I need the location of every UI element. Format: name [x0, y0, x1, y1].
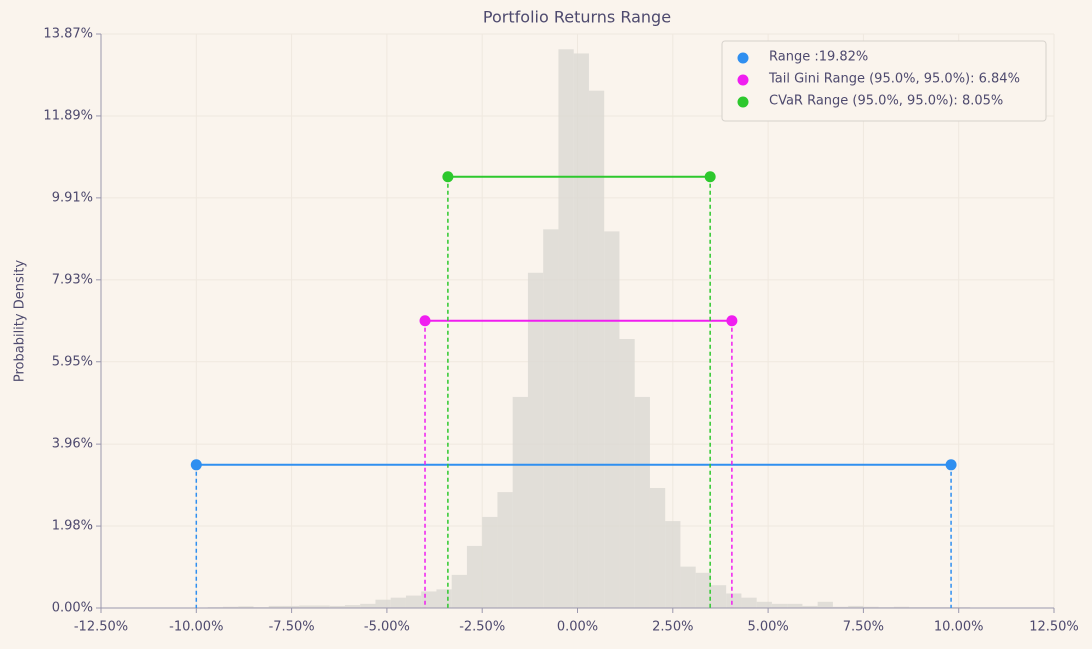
histogram-bar [848, 605, 864, 608]
range-point [190, 459, 202, 471]
histogram-bar [512, 396, 528, 608]
legend-label: Range :19.82% [769, 50, 868, 65]
histogram-bar [802, 605, 818, 608]
histogram-bar [482, 516, 498, 608]
histogram-bar [573, 53, 589, 608]
legend-box [721, 40, 1047, 122]
histogram-bar [222, 606, 239, 608]
histogram-bar [695, 572, 711, 608]
histogram-bar [543, 229, 559, 609]
histogram-bar [634, 396, 650, 608]
x-tick-label: 5.00% [747, 620, 788, 635]
legend-label: CVaR Range (95.0%, 95.0%): 8.05% [769, 94, 1003, 109]
histogram-bar [390, 597, 406, 608]
x-tick-label: 0.00% [557, 620, 598, 635]
histogram-bar [283, 605, 300, 608]
y-tick-label: 9.91% [52, 190, 93, 205]
x-tick-label: -5.00% [364, 620, 410, 635]
histogram-bar [817, 601, 833, 608]
histogram-bar [238, 606, 254, 608]
histogram-bar [604, 231, 620, 609]
histogram-bar [726, 593, 742, 608]
range-point [442, 171, 454, 183]
histogram-bar [741, 597, 757, 608]
x-tick-label: -12.50% [74, 620, 128, 635]
histogram-bar [497, 492, 513, 608]
y-tick-label: 1.98% [52, 519, 93, 534]
y-tick-label: 3.96% [52, 437, 93, 452]
histogram-bar [466, 545, 483, 608]
histogram-bar [680, 566, 696, 608]
histogram-bar [771, 603, 788, 608]
histogram-bar [451, 574, 467, 608]
histogram-bar [832, 606, 849, 608]
y-tick-label: 0.00% [52, 601, 93, 616]
range-point [726, 315, 738, 327]
histogram-bar [527, 272, 544, 608]
histogram-bar [314, 605, 330, 608]
range-point [704, 171, 716, 183]
histogram-bar [329, 605, 345, 608]
x-tick-label: 10.00% [934, 620, 984, 635]
y-tick-label: 7.93% [52, 272, 93, 287]
y-tick-label: 11.89% [43, 108, 93, 123]
range-point [419, 315, 431, 327]
histogram-bar [619, 339, 635, 608]
histogram-bar [665, 521, 681, 608]
histogram-bar [268, 605, 284, 608]
x-tick-label: 12.50% [1029, 620, 1079, 635]
legend: Range :19.82% Tail Gini Range (95.0%, 95.… [721, 40, 1047, 122]
x-tick-label: 7.50% [843, 620, 884, 635]
histogram-bar [436, 589, 452, 608]
x-tick-label: 2.50% [652, 620, 693, 635]
histogram-bar [558, 49, 574, 608]
legend-marker [737, 52, 749, 64]
y-axis-label: Probability Density [13, 260, 28, 383]
histogram-bar [375, 599, 391, 608]
x-tick-label: -7.50% [269, 620, 315, 635]
y-tick-label: 5.95% [52, 354, 93, 369]
histogram-bar [588, 90, 605, 608]
histogram-bar [421, 591, 437, 608]
legend-marker [737, 96, 749, 108]
histogram-bar [299, 605, 315, 608]
x-tick-label: -2.50% [459, 620, 505, 635]
histogram-bar [756, 601, 772, 608]
range-point [945, 459, 957, 471]
chart-title: Portfolio Returns Range [483, 8, 671, 27]
histogram-bar [863, 606, 879, 608]
legend-marker [737, 74, 749, 86]
histogram-bar [893, 606, 910, 608]
histogram-bar [649, 487, 666, 608]
histogram-bar [405, 595, 422, 608]
legend-label: Tail Gini Range (95.0%, 95.0%): 6.84% [768, 72, 1020, 87]
x-tick-label: -10.00% [169, 620, 223, 635]
histogram-bar [360, 603, 376, 608]
y-tick-label: 13.87% [43, 27, 93, 42]
histogram-bar [710, 585, 727, 608]
histogram-bar [344, 605, 361, 608]
histogram-bar [787, 603, 803, 608]
